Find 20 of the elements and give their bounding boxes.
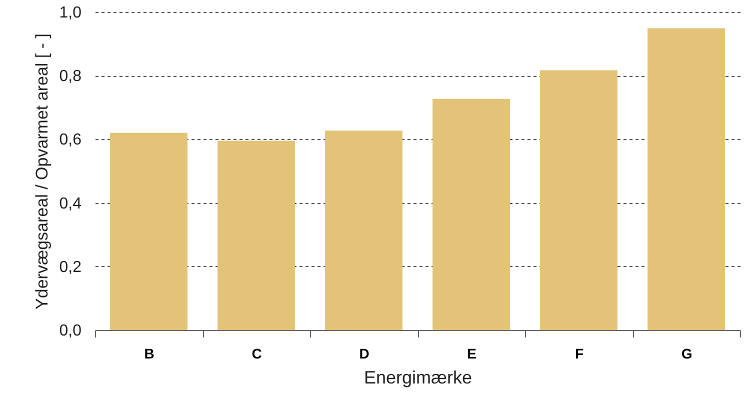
bar <box>325 130 402 330</box>
y-tick-label: 0,0 <box>59 322 82 340</box>
bar <box>648 28 725 330</box>
x-tick-label: B <box>144 346 154 362</box>
y-axis-title: Ydervægsareal / Opvarmet areal [ - ] <box>32 34 52 310</box>
x-tick-label: F <box>574 346 584 362</box>
y-tick-label: 1,0 <box>59 4 82 22</box>
y-tick-label: 0,8 <box>59 68 82 86</box>
y-tick-label: 0,6 <box>59 132 82 149</box>
y-tick-label: 0,2 <box>59 258 82 276</box>
bar <box>218 140 295 330</box>
bar <box>432 98 510 330</box>
y-tick-label: 0,4 <box>59 195 82 212</box>
bar <box>110 132 188 330</box>
x-tick-label: E <box>467 346 476 362</box>
x-tick-label: G <box>681 346 692 362</box>
x-axis-title: Energimærke <box>364 368 472 388</box>
x-tick-label: C <box>252 346 262 362</box>
x-tick-label: D <box>359 346 370 362</box>
bar <box>540 70 618 330</box>
